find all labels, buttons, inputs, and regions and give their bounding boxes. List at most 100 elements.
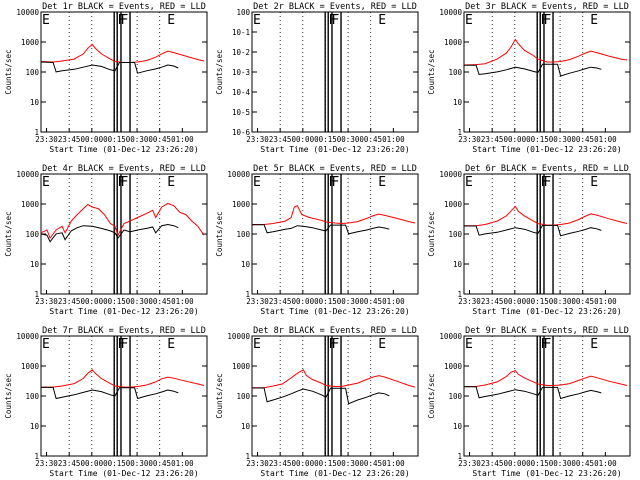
x-tick-label: 23:30 bbox=[458, 459, 481, 468]
x-tick-label: 00:00 bbox=[81, 135, 104, 144]
series-lld-line bbox=[40, 202, 205, 240]
y-tick-label: 1000 bbox=[444, 200, 463, 209]
flag-label: F bbox=[540, 13, 548, 28]
x-axis-label: Start Time (01-Dec-12 23:26:20) bbox=[472, 469, 621, 478]
y-tick-label: 10000 bbox=[439, 170, 462, 179]
y-tick-label: 100 bbox=[236, 392, 250, 401]
x-axis-label: Start Time (01-Dec-12 23:26:20) bbox=[260, 307, 409, 316]
x-tick-label: 23:45 bbox=[481, 459, 504, 468]
y-tick-label: 1 bbox=[34, 452, 39, 461]
series-events-line bbox=[464, 386, 602, 400]
x-tick-label: 00:30 bbox=[549, 135, 572, 144]
flag-label: F bbox=[328, 175, 336, 190]
y-tick-label: 10000 bbox=[439, 332, 462, 341]
x-tick-label: 00:45 bbox=[148, 135, 171, 144]
flag-label: E bbox=[378, 337, 386, 352]
series-events-line bbox=[40, 61, 179, 74]
flag-label: F bbox=[120, 337, 128, 352]
y-tick-label: 10 bbox=[453, 422, 463, 431]
x-tick-label: 00:15 bbox=[103, 459, 126, 468]
flag-label: F bbox=[331, 175, 339, 190]
x-tick-label: 00:00 bbox=[292, 297, 315, 306]
plot-frame bbox=[40, 173, 208, 295]
x-tick-label: 00:30 bbox=[549, 297, 572, 306]
flag-label: F bbox=[543, 337, 551, 352]
y-tick-label: 1 bbox=[245, 452, 250, 461]
x-tick-label: 23:45 bbox=[481, 297, 504, 306]
flag-label: E bbox=[378, 13, 386, 28]
plot-frame bbox=[251, 11, 419, 133]
y-tick-label: 10000 bbox=[439, 8, 462, 17]
y-tick-label: 10 bbox=[30, 260, 40, 269]
x-tick-label: 01:00 bbox=[171, 459, 194, 468]
x-axis-label: Start Time (01-Dec-12 23:26:20) bbox=[49, 469, 198, 478]
x-tick-label: 23:30 bbox=[458, 135, 481, 144]
flag-label: F bbox=[120, 175, 128, 190]
y-tick-label: 100 bbox=[448, 392, 462, 401]
flag-label: F bbox=[331, 13, 339, 28]
flag-label: E bbox=[465, 13, 473, 28]
y-tick-label: 1000 bbox=[21, 200, 40, 209]
x-axis-label: Start Time (01-Dec-12 23:26:20) bbox=[49, 307, 198, 316]
x-tick-label: 23:30 bbox=[246, 297, 269, 306]
x-tick-label: 00:00 bbox=[504, 297, 527, 306]
panel-7: Det 7r BLACK = Events, RED = LLD 1 10 100 10… bbox=[4, 326, 208, 478]
y-tick-label: 1000 bbox=[232, 200, 251, 209]
panel-title: Det 4r BLACK = Events, RED = LLD bbox=[42, 164, 206, 174]
x-tick-label: 00:15 bbox=[314, 297, 337, 306]
series-events-line bbox=[464, 224, 602, 237]
flag-label: F bbox=[117, 337, 125, 352]
y-tick-label: 100 bbox=[25, 230, 39, 239]
y-tick-label: 10-1 bbox=[232, 28, 250, 37]
x-tick-label: 23:45 bbox=[269, 135, 292, 144]
plot-frame bbox=[251, 335, 419, 457]
panel-5: Det 5r BLACK = Events, RED = LLD 1 10 100 10… bbox=[215, 164, 419, 316]
panel-title: Det 9r BLACK = Events, RED = LLD bbox=[465, 326, 629, 336]
panel-title: Det 3r BLACK = Events, RED = LLD bbox=[465, 2, 629, 12]
y-axis-label: Counts/sec bbox=[215, 211, 224, 256]
plot-frame bbox=[463, 173, 631, 295]
flag-label: E bbox=[42, 13, 50, 28]
x-tick-label: 00:30 bbox=[549, 459, 572, 468]
x-tick-label: 00:00 bbox=[504, 459, 527, 468]
y-tick-label: 10-3 bbox=[232, 68, 250, 77]
x-tick-label: 00:15 bbox=[314, 459, 337, 468]
y-tick-label: 1000 bbox=[21, 362, 40, 371]
x-tick-label: 00:00 bbox=[81, 297, 104, 306]
series-lld-line bbox=[463, 38, 628, 66]
x-tick-label: 00:45 bbox=[571, 297, 594, 306]
x-tick-label: 01:00 bbox=[594, 297, 617, 306]
panel-title: Det 5r BLACK = Events, RED = LLD bbox=[253, 164, 417, 174]
x-tick-label: 00:00 bbox=[292, 459, 315, 468]
x-tick-label: 00:30 bbox=[337, 459, 360, 468]
plot-frame bbox=[463, 11, 631, 133]
y-tick-label: 10-4 bbox=[232, 88, 251, 97]
flag-label: E bbox=[465, 337, 473, 352]
x-tick-label: 01:00 bbox=[382, 459, 405, 468]
panel-title: Det 6r BLACK = Events, RED = LLD bbox=[465, 164, 629, 174]
x-tick-label: 00:45 bbox=[359, 459, 382, 468]
flag-label: E bbox=[378, 175, 386, 190]
series-events-line bbox=[252, 224, 390, 235]
panel-3: Det 3r BLACK = Events, RED = LLD 1 10 100 10… bbox=[427, 2, 631, 154]
y-axis-label: Counts/sec bbox=[4, 373, 13, 418]
x-tick-label: 00:30 bbox=[337, 297, 360, 306]
y-tick-label: 10 bbox=[241, 260, 251, 269]
y-tick-label: 1000 bbox=[232, 362, 251, 371]
panel-6: Det 6r BLACK = Events, RED = LLD 1 10 100 10… bbox=[427, 164, 631, 316]
x-tick-label: 00:30 bbox=[126, 135, 149, 144]
y-tick-label: 100 bbox=[448, 230, 462, 239]
x-tick-label: 23:45 bbox=[269, 297, 292, 306]
y-axis-label: Counts/sec bbox=[215, 373, 224, 418]
series-lld-line bbox=[252, 369, 416, 389]
x-tick-label: 23:45 bbox=[58, 135, 81, 144]
x-tick-label: 00:15 bbox=[526, 459, 549, 468]
x-tick-label: 23:45 bbox=[58, 297, 81, 306]
y-tick-label: 10000 bbox=[227, 170, 250, 179]
y-tick-label: 100 bbox=[448, 68, 462, 77]
y-tick-label: 10 bbox=[453, 98, 463, 107]
y-axis-label: Counts/sec bbox=[427, 49, 436, 94]
y-tick-label: 1 bbox=[457, 452, 462, 461]
flag-label: F bbox=[328, 337, 336, 352]
series-lld-line bbox=[252, 205, 416, 225]
